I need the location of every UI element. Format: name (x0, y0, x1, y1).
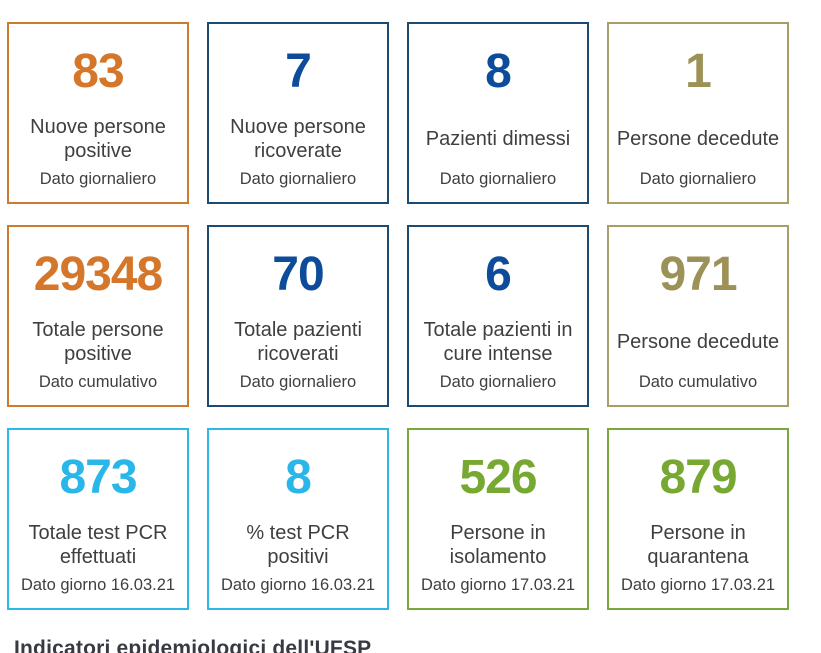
kpi-label: Persone in isolamento (449, 521, 547, 568)
kpi-sublabel: Dato giorno 16.03.21 (20, 576, 176, 594)
kpi-sublabel: Dato giornaliero (439, 373, 557, 391)
kpi-label: Persone decedute (616, 330, 780, 353)
kpi-value: 70 (272, 247, 324, 301)
kpi-card: 971 Persone decedute Dato cumulativo (607, 225, 789, 407)
kpi-card: 83 Nuove persone positive Dato giornalie… (7, 22, 189, 204)
kpi-sublabel: Dato cumulativo (638, 373, 758, 391)
kpi-value: 879 (659, 450, 737, 504)
kpi-sublabel: Dato giornaliero (639, 170, 757, 188)
section-heading: Indicatori epidemiologici dell'UFSP (14, 637, 372, 653)
kpi-label: Pazienti dimessi (425, 127, 571, 150)
kpi-sublabel: Dato giorno 17.03.21 (420, 576, 576, 594)
kpi-label: Totale pazienti ricoverati (234, 318, 362, 365)
kpi-card: 70 Totale pazienti ricoverati Dato giorn… (207, 225, 389, 407)
kpi-value: 7 (285, 44, 312, 98)
kpi-value: 1 (685, 44, 712, 98)
kpi-card: 29348 Totale persone positive Dato cumul… (7, 225, 189, 407)
kpi-sublabel: Dato giornaliero (239, 373, 357, 391)
kpi-card: 8 Pazienti dimessi Dato giornaliero (407, 22, 589, 204)
kpi-value: 83 (72, 44, 124, 98)
kpi-card: 879 Persone in quarantena Dato giorno 17… (607, 428, 789, 610)
kpi-card: 1 Persone decedute Dato giornaliero (607, 22, 789, 204)
kpi-card: 526 Persone in isolamento Dato giorno 17… (407, 428, 589, 610)
kpi-value: 971 (659, 247, 737, 301)
kpi-label: Persone in quarantena (647, 521, 749, 568)
kpi-sublabel: Dato giorno 16.03.21 (220, 576, 376, 594)
kpi-grid: 83 Nuove persone positive Dato giornalie… (7, 22, 821, 610)
kpi-value: 6 (485, 247, 512, 301)
kpi-card: 8 % test PCR positivi Dato giorno 16.03.… (207, 428, 389, 610)
kpi-sublabel: Dato cumulativo (38, 373, 158, 391)
kpi-label: Nuove persone positive (30, 115, 166, 162)
kpi-value: 29348 (33, 247, 163, 301)
kpi-label: Totale pazienti in cure intense (423, 318, 573, 365)
kpi-label: Nuove persone ricoverate (230, 115, 366, 162)
kpi-label: % test PCR positivi (246, 521, 350, 568)
kpi-sublabel: Dato giornaliero (239, 170, 357, 188)
kpi-sublabel: Dato giornaliero (439, 170, 557, 188)
kpi-label: Persone decedute (616, 127, 780, 150)
kpi-value: 8 (485, 44, 512, 98)
kpi-card: 6 Totale pazienti in cure intense Dato g… (407, 225, 589, 407)
kpi-card: 7 Nuove persone ricoverate Dato giornali… (207, 22, 389, 204)
kpi-card: 873 Totale test PCR effettuati Dato gior… (7, 428, 189, 610)
kpi-label: Totale test PCR effettuati (28, 521, 168, 568)
kpi-label: Totale persone positive (32, 318, 164, 365)
kpi-sublabel: Dato giorno 17.03.21 (620, 576, 776, 594)
kpi-value: 526 (459, 450, 537, 504)
kpi-sublabel: Dato giornaliero (39, 170, 157, 188)
kpi-value: 873 (59, 450, 137, 504)
kpi-value: 8 (285, 450, 312, 504)
